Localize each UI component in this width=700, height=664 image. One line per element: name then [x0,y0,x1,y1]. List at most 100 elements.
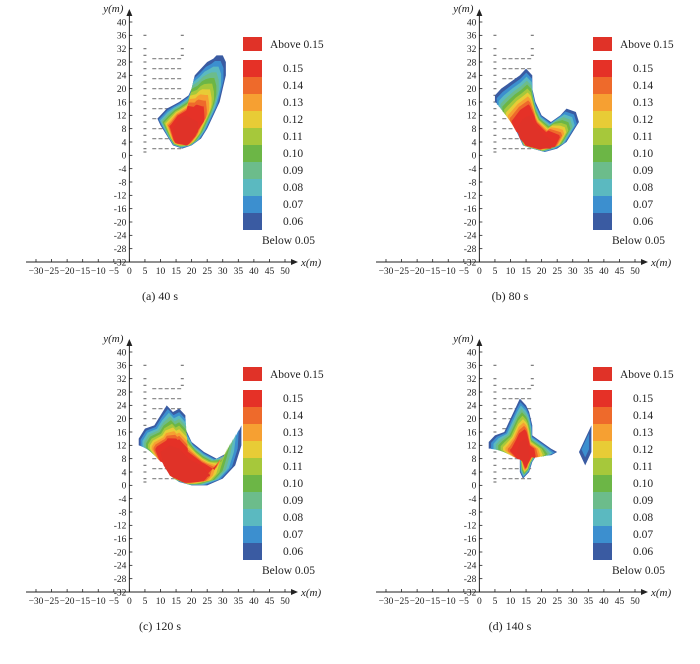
x-tick-label: 35 [584,267,594,277]
contour-above [172,115,198,146]
legend-label: 0.09 [633,495,653,507]
y-tick-label: -8 [468,178,476,188]
legend-label-below: Below 0.05 [262,565,315,577]
x-tick-label: 5 [493,267,498,277]
x-tick-label: 5 [493,597,498,607]
y-tick-label: 4 [472,468,477,478]
legend-label: 0.11 [633,461,653,473]
x-tick-label: −5 [109,267,119,277]
x-tick-label: −20 [60,597,75,607]
y-tick-label: -20 [114,548,127,558]
x-axis-label: x(m) [650,257,671,269]
legend-swatch [243,196,262,213]
x-tick-label: 40 [599,597,609,607]
y-tick-label: -20 [114,218,127,228]
panel-caption: (c) 120 s [139,619,181,633]
legend-label-above: Above 0.15 [270,39,324,51]
y-tick-label: 4 [122,468,127,478]
y-tick-label: 40 [467,348,477,358]
y-tick-label: 24 [467,72,477,82]
legend-swatch [243,407,262,424]
x-tick-label: −30 [29,597,44,607]
x-tick-label: −5 [459,597,469,607]
x-tick-label: 10 [506,267,516,277]
x-tick-label: 15 [521,597,531,607]
y-axis-arrow [126,9,133,16]
y-tick-label: 8 [122,455,127,465]
legend-label: 0.09 [283,165,303,177]
legend-swatch [243,492,262,509]
legend-swatch [243,77,262,94]
x-tick-label: 50 [630,597,640,607]
y-tick-label: 24 [467,402,477,412]
x-tick-label: 30 [568,597,578,607]
x-tick-label: 35 [234,597,244,607]
legend-label: 0.15 [633,393,653,405]
legend-swatch-above [243,37,262,51]
y-tick-label: -4 [118,165,126,175]
x-tick-label: 25 [552,597,562,607]
legend-swatch [593,390,612,407]
x-axis-label: x(m) [650,587,671,599]
y-tick-label: 0 [122,482,127,492]
x-tick-label: 45 [615,597,625,607]
y-tick-label: 28 [117,58,127,68]
legend-swatch [243,424,262,441]
legend-label: 0.11 [633,131,653,143]
y-tick-label: -28 [464,245,477,255]
y-tick-label: -16 [464,205,477,215]
legend-swatch [593,60,612,77]
x-tick-label: −15 [425,597,440,607]
legend-swatch [243,543,262,560]
x-tick-label: −10 [91,267,106,277]
contour-above [160,445,211,482]
y-tick-label: 16 [467,98,477,108]
panel-caption: (b) 80 s [492,289,529,303]
x-tick-label: 40 [249,597,259,607]
legend-label: 0.09 [633,165,653,177]
y-axis-label: y(m) [102,333,123,345]
y-tick-label: 32 [467,45,477,55]
y-axis-label: y(m) [102,3,123,15]
x-tick-label: 50 [630,267,640,277]
legend-label-above: Above 0.15 [620,369,674,381]
x-tick-label: 45 [615,267,625,277]
x-tick-label: −25 [44,267,59,277]
y-tick-label: 4 [122,138,127,148]
legend-label: 0.15 [633,63,653,75]
x-tick-label: 40 [599,267,609,277]
x-tick-label: 15 [521,267,531,277]
legend-label: 0.14 [283,80,303,92]
y-tick-label: 36 [117,32,127,42]
legend-label: 0.06 [283,546,303,558]
y-tick-label: 0 [472,482,477,492]
x-tick-label: 30 [218,597,228,607]
y-tick-label: -24 [114,562,127,572]
legend-label: 0.09 [283,495,303,507]
y-tick-label: 36 [467,362,477,372]
y-tick-label: 0 [472,152,477,162]
y-tick-label: 20 [117,415,127,425]
y-tick-label: -16 [114,205,127,215]
legend-label: 0.13 [633,427,653,439]
x-tick-label: 10 [156,267,166,277]
y-tick-label: -12 [464,192,477,202]
legend-label: 0.15 [283,393,303,405]
y-tick-label: -16 [114,535,127,545]
y-tick-label: 12 [117,442,127,452]
legend-label: 0.12 [633,444,653,456]
y-axis-arrow [126,339,133,346]
y-tick-label: 8 [472,125,477,135]
legend-swatch [593,179,612,196]
y-tick-label: -12 [114,522,127,532]
x-tick-label: −5 [109,597,119,607]
y-tick-label: 12 [117,112,127,122]
legend-label: 0.07 [633,199,653,211]
x-tick-label: 45 [265,597,275,607]
legend-label: 0.14 [633,410,653,422]
x-tick-label: 25 [202,267,212,277]
legend-swatch [243,526,262,543]
y-axis-label: y(m) [452,3,473,15]
legend-swatch-above [593,367,612,381]
